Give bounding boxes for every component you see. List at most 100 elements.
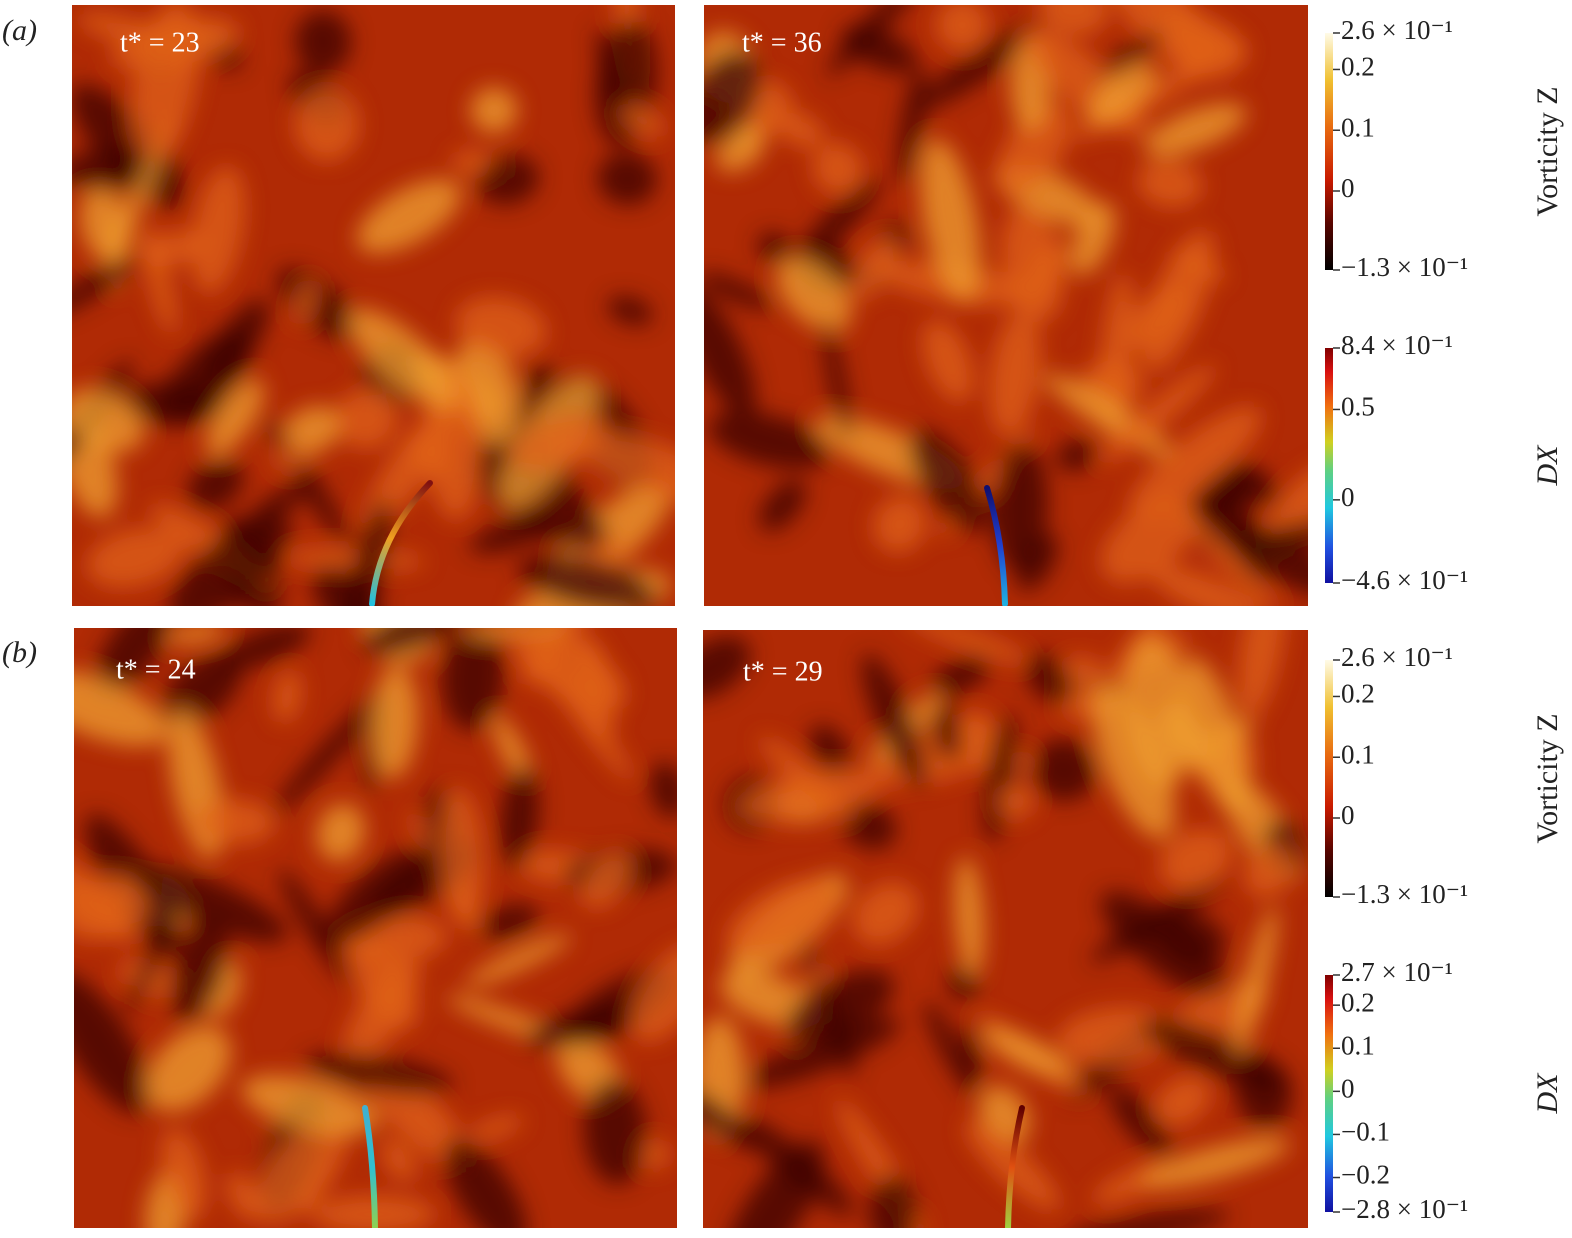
vortex [1238,630,1287,719]
vortex [74,874,149,941]
fiber [362,1105,378,1228]
vortex [897,66,927,185]
vortex [704,271,775,311]
vortex [575,431,675,505]
vortex [294,87,360,162]
vortex [1092,684,1176,839]
vortex [1236,519,1308,555]
colorbar-tick-label: −1.3 × 10⁻¹ [1341,879,1468,909]
vorticity-field [74,628,677,1228]
vortex [141,224,177,335]
vortex [808,724,852,779]
vortex [620,103,665,138]
vortex [1159,703,1210,772]
vortex [477,903,540,940]
vortex [304,1052,454,1095]
vortex [294,279,317,326]
vortex [161,330,252,425]
vortex [499,765,540,870]
vortex [1144,103,1247,157]
vortex [759,479,806,532]
vortex [812,142,864,195]
vortex [272,669,302,724]
colorbar-title: Vorticity Z [1531,86,1564,216]
vortex [703,636,751,700]
vortex [441,628,505,731]
vortex [726,878,839,956]
vortex [649,762,677,819]
colorbar-tick-label: 8.4 × 10⁻¹ [1341,330,1453,360]
vortex [997,783,1034,819]
vortex [1100,891,1230,1001]
vortex [276,267,359,340]
vortex [190,166,246,294]
colorbar-tick-label: −0.2 [1341,1160,1390,1190]
vortex [168,515,292,606]
field-structures [74,628,677,1228]
vortex [316,803,366,862]
vortex [932,702,963,761]
vortex [1128,406,1262,518]
colorbar-tick-label: 0.2 [1341,679,1375,709]
vortex [1038,5,1110,36]
vortex [470,87,518,134]
vortex [1087,62,1157,125]
vortex [992,442,1048,572]
vortex [988,311,1042,438]
vortex [703,1075,765,1152]
vortex [759,736,853,821]
vortex [1150,565,1263,606]
vortex [872,495,927,553]
time-label: t* = 36 [742,27,822,58]
colorbar-tick-label: 2.7 × 10⁻¹ [1341,957,1453,987]
colorbar [1325,975,1333,1212]
vortex [1070,202,1116,276]
vortex [1244,843,1293,898]
vortex [1137,160,1203,208]
vortex [455,296,547,358]
vorticity-field [703,630,1308,1228]
vortex [294,10,352,73]
colorbar-tick-label: 0 [1341,482,1355,512]
vortex [518,554,657,606]
vortex [438,787,485,928]
vortex [348,935,418,1030]
vortex [776,256,852,332]
vortex [166,628,227,644]
vortex [145,1026,232,1112]
vortex [715,131,765,172]
vortex [935,5,990,52]
vortex [1055,439,1098,472]
vortex [205,378,265,457]
vortex [785,969,894,1043]
vortex [743,1118,854,1216]
vortex [525,1005,638,1048]
vortex [160,1127,207,1220]
vortex [707,411,831,469]
colorbar-tick-label: 0.1 [1341,739,1375,769]
vortex [254,1118,348,1223]
vortex [849,235,901,299]
vortex [1063,1209,1231,1228]
vortex [467,1114,524,1142]
colorbar-tick-label: 0.1 [1341,1030,1375,1060]
vortex [1098,364,1216,464]
vortex [704,286,757,418]
vortex [861,653,927,788]
colorbar-tick-label: −0.1 [1341,1117,1390,1147]
vortex [72,257,137,318]
vortex [1140,1137,1291,1189]
colorbar-tick-label: 0.1 [1341,112,1375,142]
vortex [162,654,242,726]
colorbar-title: Vorticity Z [1531,713,1564,843]
vortex [72,387,145,453]
vortex [1016,533,1059,592]
field-structures [704,5,1308,606]
vortex [271,693,383,817]
vortex [826,5,929,77]
vortex [852,881,919,945]
vortex [74,971,151,1115]
colorbar-title: DX [1531,1072,1564,1115]
vortex [380,1139,417,1182]
vortex [922,319,975,402]
